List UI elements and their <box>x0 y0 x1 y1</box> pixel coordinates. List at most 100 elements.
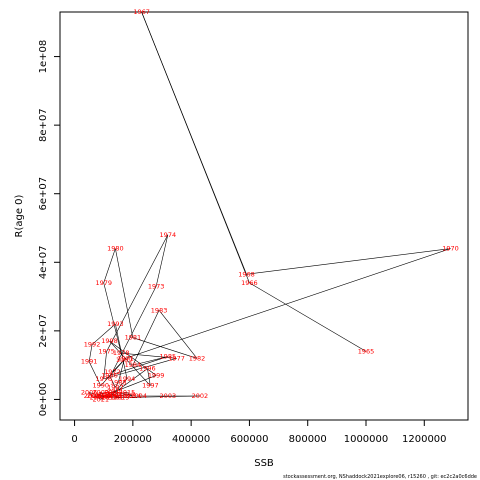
year-label: 2006 <box>81 389 98 397</box>
x-tick-label: 0 <box>71 434 77 445</box>
year-label: 1977 <box>168 354 185 362</box>
year-label: 1971 <box>117 354 134 362</box>
year-label: 1973 <box>148 282 165 290</box>
year-label: 2015 <box>119 389 136 397</box>
trajectory-segment <box>109 340 157 376</box>
year-label: 2018 <box>93 392 110 400</box>
x-tick-label: 600000 <box>230 434 268 445</box>
trajectory-segment <box>125 248 451 359</box>
trajectory-segment <box>132 310 160 366</box>
year-label: 1989 <box>116 356 133 364</box>
trajectory-segment <box>103 282 122 354</box>
year-label: 2014 <box>125 392 142 400</box>
trajectory-segment <box>103 357 177 380</box>
trajectory-segment <box>109 340 151 386</box>
year-label: 2011 <box>107 387 124 395</box>
year-label: 1995 <box>104 390 121 398</box>
trajectory-segment <box>158 310 198 359</box>
year-label: 1982 <box>189 354 206 362</box>
trajectory-segment <box>115 323 128 379</box>
footer-text: stockassessment.org, NShaddock2021explor… <box>283 474 477 480</box>
trajectory-segment <box>117 359 125 383</box>
year-label: 1987 <box>107 383 124 391</box>
x-tick-label: 400000 <box>172 434 210 445</box>
y-tick-label: 8e+07 <box>38 108 49 142</box>
year-label: 1999 <box>148 371 165 379</box>
year-label: 2019 <box>113 394 130 402</box>
year-label: 2012 <box>110 392 127 400</box>
year-label: 1966 <box>241 279 258 287</box>
trajectory-segment <box>249 282 367 352</box>
trajectory-segment <box>115 248 134 338</box>
year-label: 1974 <box>160 231 177 239</box>
x-tick-label: 1000000 <box>344 434 389 445</box>
year-label: 2007 <box>95 392 112 400</box>
trajectory-segment <box>91 323 116 345</box>
year-label: 1983 <box>151 306 168 314</box>
trajectory-segment <box>88 361 102 386</box>
trajectory-segment <box>132 337 198 359</box>
year-label: 1975 <box>98 347 115 355</box>
year-label: 1997 <box>142 382 159 390</box>
trajectory-segment <box>112 392 116 398</box>
year-label: 2010 <box>98 390 115 398</box>
trajectory-segment <box>115 390 119 397</box>
year-label: 1985 <box>160 353 177 361</box>
year-label: 1996 <box>139 365 156 373</box>
x-tick-label: 200000 <box>114 434 152 445</box>
year-label: 1970 <box>442 245 459 253</box>
year-label: 1980 <box>107 245 124 253</box>
y-tick-label: 1e+08 <box>38 40 49 74</box>
y-tick-label: 4e+07 <box>38 245 49 279</box>
year-label: 1978 <box>113 349 130 357</box>
trajectory-segment <box>100 394 107 400</box>
x-tick-label: 1200000 <box>402 434 447 445</box>
trajectory-segment <box>155 234 169 287</box>
year-label: 2021 <box>93 395 110 403</box>
year-label: 1976 <box>95 375 112 383</box>
year-label: 1965 <box>358 347 375 355</box>
year-label: 2022 <box>87 392 104 400</box>
trajectory-segment <box>97 392 102 398</box>
trajectory-segment <box>121 352 177 359</box>
year-label: 1968 <box>238 270 255 278</box>
year-label: 2003 <box>160 392 177 400</box>
year-label: 1990 <box>93 382 110 390</box>
trajectory-segment <box>88 344 93 362</box>
trajectory-segment <box>109 356 168 376</box>
year-label: 2009 <box>93 389 110 397</box>
trajectory-segment <box>115 382 119 388</box>
y-tick-label: 2e+07 <box>38 314 49 348</box>
trajectory-segment <box>109 375 116 388</box>
year-label: 2002 <box>192 392 209 400</box>
year-label: 2013 <box>119 390 136 398</box>
trajectory-segment <box>147 368 151 386</box>
trajectory-segment <box>246 248 451 275</box>
year-label: 1979 <box>95 279 112 287</box>
trajectory-segment <box>103 351 107 379</box>
year-label: 1991 <box>81 358 98 366</box>
year-label: 1972 <box>104 368 121 376</box>
trajectory-segment <box>112 375 157 393</box>
year-label: 1992 <box>84 341 101 349</box>
trajectory-segment <box>100 359 125 386</box>
year-label: 1967 <box>133 8 150 16</box>
year-label: 2020 <box>98 390 115 398</box>
trajectory-segment <box>112 286 157 373</box>
year-label: 2017 <box>101 394 118 402</box>
y-tick-label: 0e+00 <box>38 383 49 417</box>
year-label: 2001 <box>107 394 124 402</box>
trajectory-segment <box>106 390 116 395</box>
year-label: 1981 <box>125 334 142 342</box>
year-label: 1998 <box>101 337 118 345</box>
x-axis-label: SSB <box>254 458 274 469</box>
y-axis-label: R(age 0) <box>14 194 25 237</box>
trajectory-segment <box>141 11 247 275</box>
year-label: 2004 <box>130 392 147 400</box>
trajectory-segment <box>94 395 101 400</box>
year-label: 1988 <box>110 378 127 386</box>
year-label: 2016 <box>95 392 112 400</box>
year-labels: 1965 1966 1967 1968 1970 1971 1972 1973 1974 1975… <box>81 8 459 403</box>
year-label: 1994 <box>119 375 136 383</box>
